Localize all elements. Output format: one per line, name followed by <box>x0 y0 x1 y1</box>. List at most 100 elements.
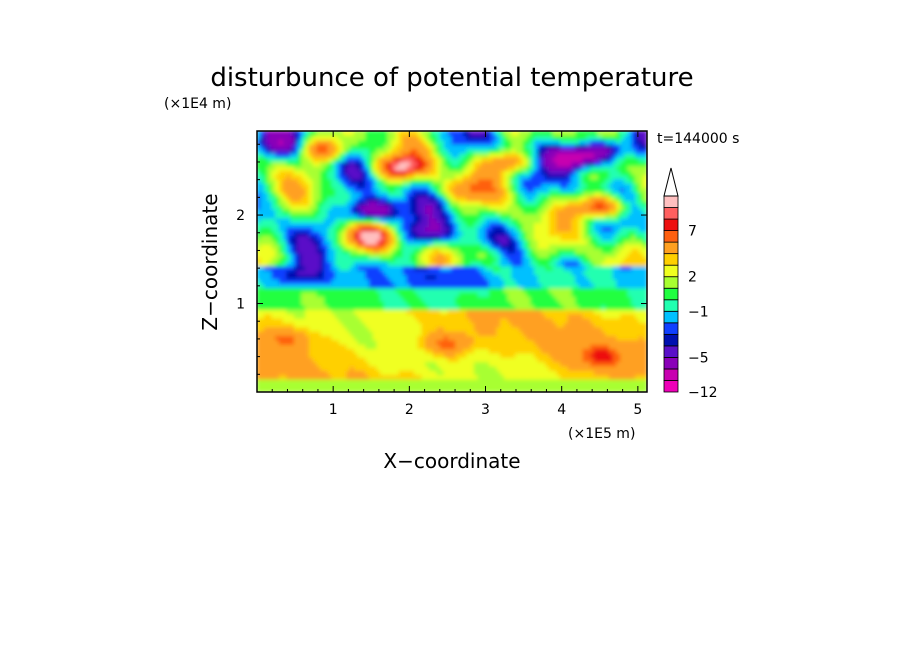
field-cell <box>308 186 314 193</box>
field-cell <box>278 239 284 245</box>
field-cell <box>323 243 329 250</box>
field-cell <box>432 343 438 350</box>
field-cell <box>335 287 341 293</box>
field-cell <box>533 326 539 332</box>
field-cell <box>548 134 554 141</box>
field-cell <box>455 378 461 384</box>
field-cell <box>545 365 551 371</box>
field-cell <box>466 234 472 241</box>
field-cell <box>541 152 547 158</box>
field-cell <box>556 265 562 271</box>
field-cell <box>560 191 566 197</box>
field-cell <box>451 178 457 184</box>
field-cell <box>257 356 262 363</box>
field-cell <box>346 134 352 141</box>
field-cell <box>395 330 401 337</box>
field-cell <box>462 208 468 215</box>
field-cell <box>537 252 543 258</box>
field-cell <box>530 365 536 371</box>
field-cell <box>432 131 438 136</box>
field-cell <box>368 173 374 180</box>
field-cell <box>376 139 382 145</box>
field-cell <box>312 147 318 154</box>
field-cell <box>320 178 326 184</box>
field-cell <box>278 165 284 171</box>
field-cell <box>455 143 461 149</box>
field-cell <box>462 356 468 363</box>
field-cell <box>395 217 401 223</box>
field-cell <box>537 269 543 276</box>
field-cell <box>533 374 539 380</box>
field-cell <box>346 291 352 297</box>
field-cell <box>301 139 307 145</box>
field-cell <box>511 173 517 180</box>
field-cell <box>338 217 344 223</box>
field-cell <box>376 230 382 236</box>
field-cell <box>413 186 419 193</box>
field-cell <box>398 256 404 263</box>
field-cell <box>526 169 532 176</box>
field-cell <box>560 260 566 267</box>
field-cell <box>477 334 483 341</box>
field-cell <box>533 143 539 149</box>
field-cell <box>481 378 487 384</box>
field-cell <box>398 173 404 180</box>
field-cell <box>537 308 543 315</box>
field-cell <box>432 139 438 145</box>
field-cell <box>545 334 551 341</box>
field-cell <box>387 369 393 376</box>
field-cell <box>263 213 269 219</box>
field-cell <box>320 282 326 289</box>
field-cell <box>451 360 457 367</box>
field-cell <box>552 304 558 310</box>
field-cell <box>398 326 404 332</box>
field-cell <box>481 234 487 241</box>
field-cell <box>515 356 521 363</box>
field-cell <box>327 173 333 180</box>
field-cell <box>275 330 281 337</box>
field-cell <box>462 221 468 228</box>
field-cell <box>402 365 408 371</box>
field-cell <box>290 365 296 371</box>
field-cell <box>503 356 509 363</box>
field-cell <box>548 334 554 341</box>
field-cell <box>323 221 329 228</box>
field-cell <box>488 352 494 358</box>
field-cell <box>436 295 442 302</box>
field-cell <box>383 256 389 263</box>
chart-title: disturbunce of potential temperature <box>210 63 693 93</box>
field-cell <box>320 131 326 136</box>
field-cell <box>425 186 431 193</box>
field-cell <box>477 243 483 250</box>
field-cell <box>263 252 269 258</box>
field-cell <box>263 208 269 215</box>
field-cell <box>372 378 378 384</box>
field-cell <box>286 356 292 363</box>
field-cell <box>481 217 487 223</box>
field-cell <box>293 134 299 141</box>
field-cell <box>391 265 397 271</box>
field-cell <box>282 378 288 384</box>
field-cell <box>477 213 483 219</box>
field-cell <box>406 143 412 149</box>
field-cell <box>320 156 326 163</box>
field-cell <box>473 326 479 332</box>
field-cell <box>308 334 314 341</box>
field-cell <box>338 247 344 254</box>
field-cell <box>556 226 562 232</box>
field-cell <box>290 369 296 376</box>
field-cell <box>477 360 483 367</box>
field-cell <box>563 300 569 306</box>
field-cell <box>368 352 374 358</box>
field-cell <box>290 247 296 254</box>
field-cell <box>327 326 333 332</box>
field-cell <box>440 208 446 215</box>
field-cell <box>406 139 412 145</box>
field-cell <box>545 360 551 367</box>
field-cell <box>428 134 434 141</box>
field-cell <box>440 239 446 245</box>
field-cell <box>395 347 401 354</box>
field-cell <box>301 304 307 310</box>
field-cell <box>428 269 434 276</box>
field-cell <box>507 291 513 297</box>
